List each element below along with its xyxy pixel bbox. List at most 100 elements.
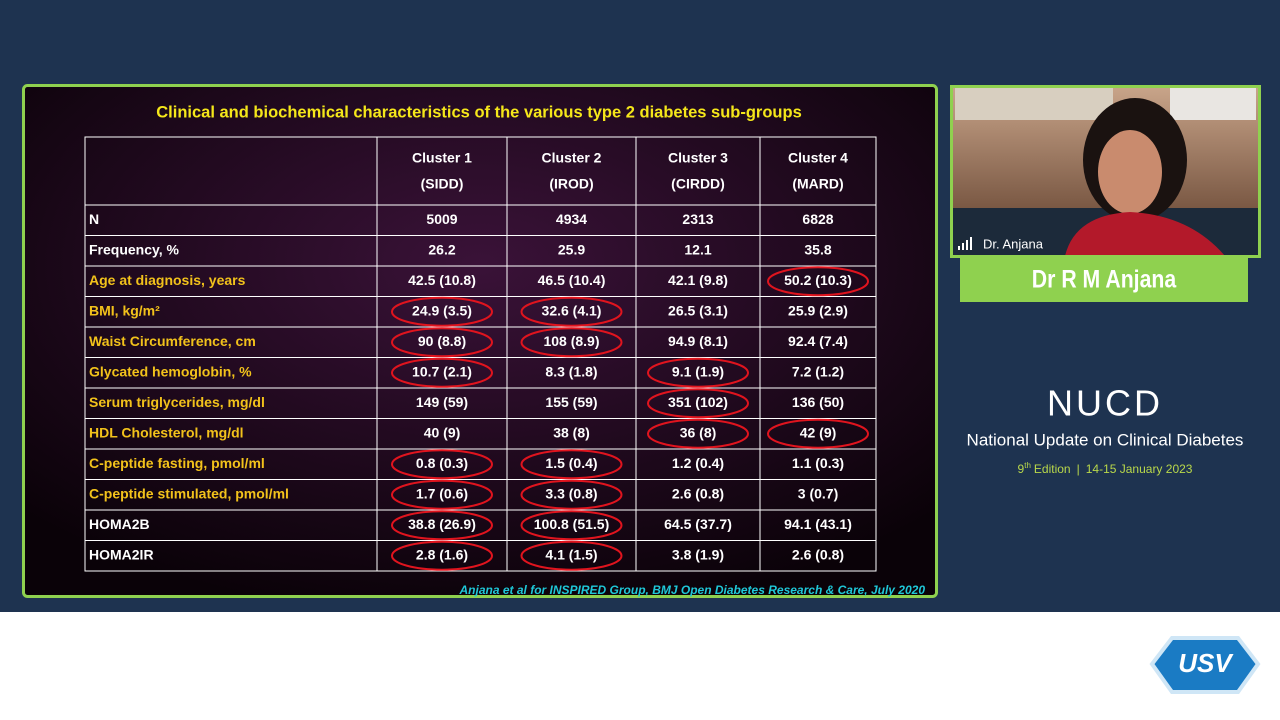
table-cell: 90 (8.8) [418,333,466,349]
table-cell: 0.8 (0.3) [416,455,468,471]
column-abbr: (MARD) [792,176,843,192]
table-cell: 2.6 (0.8) [672,485,724,501]
highlight-oval [391,449,493,480]
table-cell: 2.6 (0.8) [792,546,844,562]
table-cell: 25.9 (2.9) [788,302,848,318]
data-table: Cluster 1 (SIDD) Cluster 2 (IROD) Cluster 3 (… [84,136,877,572]
table-cell: 5009 [426,211,457,227]
row-label: Serum triglycerides, mg/dl [89,394,265,410]
highlight-oval [391,540,493,571]
name-banner [960,258,1248,302]
table-cell: 4934 [556,211,587,227]
row-label: Frequency, % [89,241,180,257]
table-cell: 36 (8) [680,424,717,440]
highlight-oval [767,266,869,297]
table-cell: 108 (8.9) [543,333,599,349]
highlight-oval [520,449,623,480]
column-abbr: (CIRDD) [671,176,725,192]
table-cell: 8.3 (1.8) [545,363,597,379]
row-label: Glycated hemoglobin, % [89,363,252,379]
table-cell: 26.5 (3.1) [668,302,728,318]
event-subtitle: National Update on Clinical Diabetes [967,430,1244,449]
table-cell: 136 (50) [792,394,844,410]
table-cell: 100.8 (51.5) [534,516,610,532]
table-bg [84,136,877,572]
row-label: N [89,211,99,227]
highlight-oval [520,296,623,327]
row-label: HOMA2IR [89,546,154,562]
row-label: HDL Cholesterol, mg/dl [89,424,244,440]
table-cell: 155 (59) [545,394,597,410]
table-cell: 38.8 (26.9) [408,516,476,532]
table-cell: 92.4 (7.4) [788,333,848,349]
column-abbr: (SIDD) [421,176,464,192]
table-cell: 42 (9) [800,424,837,440]
table-cell: 12.1 [684,241,711,257]
table-cell: 26.2 [428,241,455,257]
table-cell: 32.6 (4.1) [542,302,602,318]
highlight-oval [520,510,623,541]
table-cell: 38 (8) [553,424,590,440]
row-label: C-peptide stimulated, pmol/ml [89,485,289,501]
table-cell: 24.9 (3.5) [412,302,472,318]
highlight-oval [647,357,749,388]
column-header: Cluster 1 [412,150,472,166]
highlight-oval [520,327,623,358]
highlight-oval [391,479,493,510]
table-cell: 42.1 (9.8) [668,272,728,288]
highlight-oval [647,388,749,419]
table-cell: 40 (9) [424,424,461,440]
table-cell: 64.5 (37.7) [664,516,732,532]
table-cell: 3.3 (0.8) [545,485,597,501]
row-label: BMI, kg/m² [89,302,160,318]
table-cell: 1.2 (0.4) [672,455,724,471]
logo-badge [1149,636,1261,694]
table-cell: 1.7 (0.6) [416,485,468,501]
edition-dates: 14-15 January 2023 [1086,462,1193,476]
highlight-oval [391,327,493,358]
citation: Anjana et al for INSPIRED Group, BMJ Ope… [459,583,926,597]
face [1098,130,1162,214]
event-edition: 9th Edition | 14-15 January 2023 [1018,461,1193,476]
signal-icon [958,237,972,250]
column-header: Cluster 4 [788,150,848,166]
footer-bar [0,612,1280,720]
highlight-oval [767,418,869,449]
column-header: Cluster 3 [668,150,728,166]
table-cell: 42.5 (10.8) [408,272,476,288]
table-cell: 351 (102) [668,394,728,410]
row-label: HOMA2B [89,516,150,532]
table-cell: 50.2 (10.3) [784,272,852,288]
highlight-oval [391,296,493,327]
table-cell: 3 (0.7) [798,485,838,501]
video-border [950,85,1261,258]
slide [22,84,938,598]
row-label: Age at diagnosis, years [89,272,246,288]
slide-title: Clinical and biochemical characteristics… [156,103,802,121]
edition-text: Edition [1034,462,1071,476]
table-cell: 9.1 (1.9) [672,363,724,379]
edition-number: 9 [1018,462,1025,476]
table-cell: 94.9 (8.1) [668,333,728,349]
table-cell: 1.5 (0.4) [545,455,597,471]
speaker-video: Dr. Anjana [950,85,1261,258]
edition-suffix: th [1024,461,1031,470]
table-cell: 94.1 (43.1) [784,516,852,532]
speaker-name: Dr R M Anjana [1032,265,1177,293]
video-label: Dr. Anjana [983,236,1044,251]
table-cell: 2.8 (1.6) [416,546,468,562]
table-cell: 35.8 [804,241,831,257]
column-abbr: (IROD) [549,176,593,192]
separator: | [1077,462,1080,476]
row-label: Waist Circumference, cm [89,333,256,349]
highlight-oval [647,418,749,449]
table-cell: 46.5 (10.4) [538,272,606,288]
logo-text: USV [1178,648,1234,678]
wall-photo [955,88,1113,120]
logo: USV [1149,636,1261,694]
table-cell: 6828 [802,211,833,227]
wall-photo [1170,88,1256,120]
table-cell: 7.2 (1.2) [792,363,844,379]
highlight-oval [520,479,623,510]
